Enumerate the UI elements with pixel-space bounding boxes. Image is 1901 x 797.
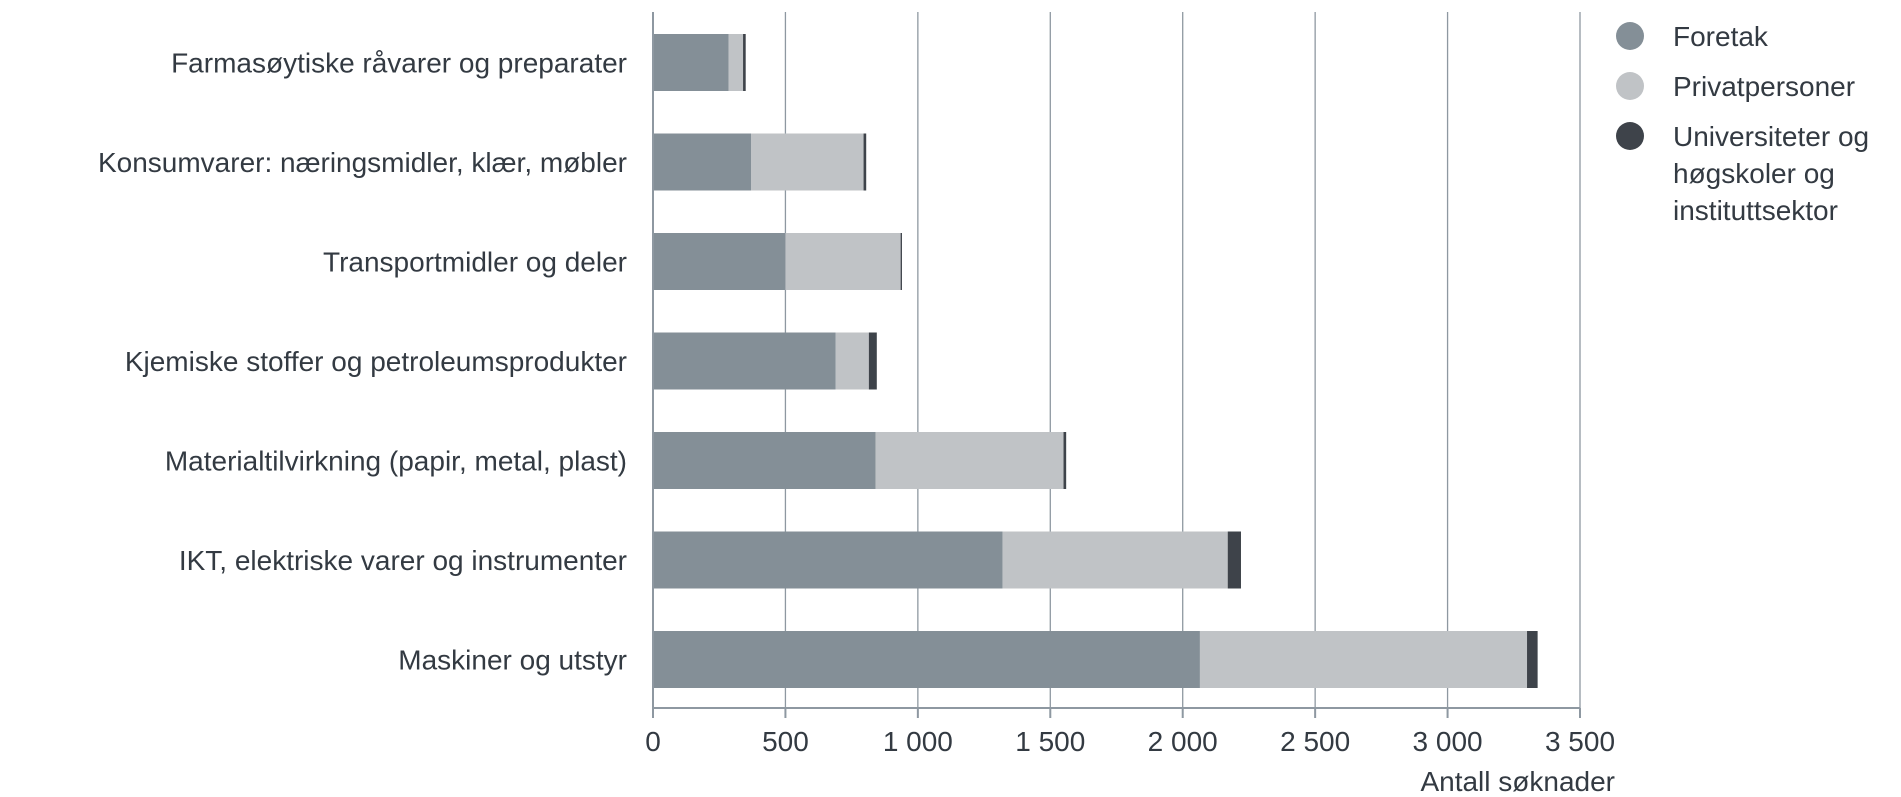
- legend-marker: [1616, 22, 1644, 50]
- legend-label: Universiteter og: [1673, 121, 1869, 152]
- bar-segment: [1227, 531, 1241, 589]
- category-labels: Farmasøytiske råvarer og preparater Konsu…: [98, 48, 627, 676]
- category-label: Materialtilvirkning (papir, metal, plast…: [165, 446, 627, 477]
- bars: [653, 34, 1538, 688]
- gridlines: [784, 12, 1581, 708]
- bar-segment: [900, 233, 902, 290]
- axes: [652, 12, 1581, 718]
- x-tick-label: 2 500: [1280, 726, 1350, 757]
- bar-segment: [653, 531, 1003, 589]
- category-label: IKT, elektriske varer og instrumenter: [179, 545, 627, 576]
- x-tick-label: 0: [645, 726, 661, 757]
- category-label: Transportmidler og deler: [323, 247, 627, 278]
- bar-segment: [1002, 531, 1228, 589]
- x-tick-label: 3 500: [1545, 726, 1615, 757]
- bar-segment: [653, 133, 751, 191]
- x-tick-label: 500: [762, 726, 809, 757]
- bar-segment: [785, 233, 901, 290]
- x-tick-label: 2 000: [1148, 726, 1218, 757]
- bar-segment: [875, 432, 1064, 489]
- category-label: Maskiner og utstyr: [398, 645, 627, 676]
- x-tick-label: 1 500: [1015, 726, 1085, 757]
- bar-segment: [1527, 631, 1538, 688]
- x-tick-label: 1 000: [883, 726, 953, 757]
- legend-marker: [1616, 72, 1644, 100]
- legend: Foretak Privatpersoner Universiteter og høg…: [1616, 21, 1869, 226]
- legend-marker: [1616, 122, 1644, 150]
- category-label: Farmasøytiske råvarer og preparater: [171, 48, 627, 79]
- x-tick-label: 3 000: [1413, 726, 1483, 757]
- bar-segment: [728, 34, 744, 91]
- x-axis-title: Antall søknader: [1420, 766, 1615, 797]
- legend-label: høgskoler og: [1673, 158, 1835, 189]
- legend-label: Privatpersoner: [1673, 71, 1855, 102]
- category-label: Konsumvarer: næringsmidler, klær, møbler: [98, 147, 627, 178]
- bar-segment: [743, 34, 746, 91]
- bar-segment: [653, 432, 876, 489]
- bar-segment: [653, 631, 1200, 688]
- legend-label: Foretak: [1673, 21, 1769, 52]
- bar-segment: [1063, 432, 1067, 489]
- bar-segment: [653, 332, 836, 390]
- bar-segment: [653, 34, 729, 91]
- bar-segment: [750, 133, 864, 191]
- legend-label: instituttsektor: [1673, 195, 1838, 226]
- bar-segment: [863, 133, 867, 191]
- bar-segment: [835, 332, 869, 390]
- x-tick-labels: 0 500 1 000 1 500 2 000 2 500 3 000 3 500: [645, 726, 1615, 757]
- bar-segment: [1199, 631, 1528, 688]
- bar-segment: [653, 233, 786, 290]
- bar-segment: [868, 332, 877, 390]
- category-label: Kjemiske stoffer og petroleumsprodukter: [125, 346, 627, 377]
